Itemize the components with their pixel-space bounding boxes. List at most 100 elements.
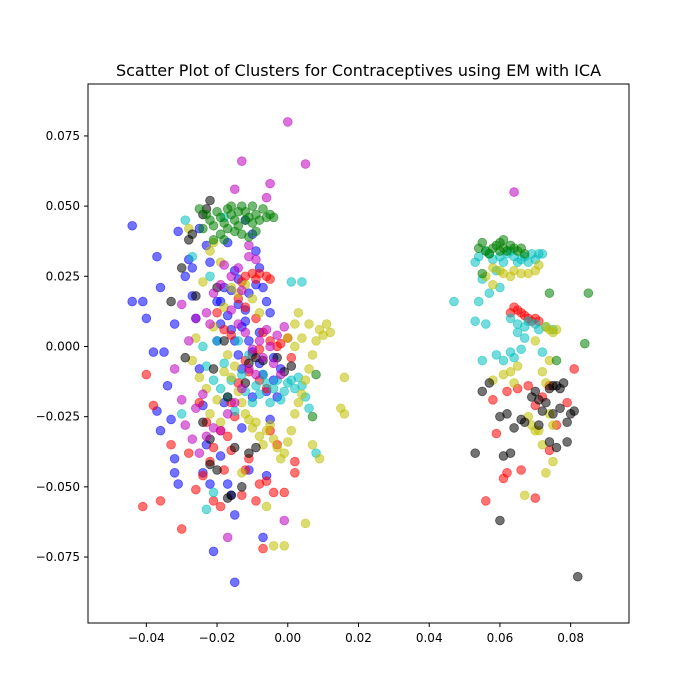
data-point — [195, 373, 204, 382]
data-point — [481, 320, 490, 329]
data-point — [563, 418, 572, 427]
y-axis: −0.075 −0.050 −0.025 0.000 0.025 0.050 0.075 — [36, 129, 88, 564]
data-point — [202, 308, 211, 317]
data-point — [315, 454, 324, 463]
data-point — [266, 421, 275, 430]
data-point — [142, 314, 151, 323]
data-point — [542, 398, 551, 407]
data-point — [163, 381, 172, 390]
data-point — [220, 261, 229, 270]
data-point — [298, 334, 307, 343]
data-point — [153, 252, 162, 261]
data-point — [280, 449, 289, 458]
data-point — [481, 496, 490, 505]
data-point — [255, 308, 264, 317]
data-point — [520, 334, 529, 343]
data-point — [191, 485, 200, 494]
data-point — [128, 221, 137, 230]
data-point — [237, 468, 246, 477]
data-point — [252, 370, 261, 379]
data-point — [290, 457, 299, 466]
data-point — [248, 398, 257, 407]
data-point — [496, 247, 505, 256]
data-point — [269, 359, 278, 368]
data-point — [269, 435, 278, 444]
data-point — [471, 317, 480, 326]
data-point — [188, 252, 197, 261]
data-point — [280, 541, 289, 550]
data-point — [234, 320, 243, 329]
data-point — [266, 342, 275, 351]
data-point — [223, 480, 232, 489]
data-point — [248, 202, 257, 211]
data-point — [290, 342, 299, 351]
data-point — [237, 384, 246, 393]
data-point — [202, 432, 211, 441]
data-point — [220, 235, 229, 244]
data-point — [538, 348, 547, 357]
data-point — [506, 348, 515, 357]
data-point — [142, 370, 151, 379]
data-point — [209, 221, 218, 230]
data-point — [213, 395, 222, 404]
data-point — [199, 390, 208, 399]
x-tick-label: −0.04 — [128, 631, 165, 645]
data-point — [160, 348, 169, 357]
data-point — [156, 283, 165, 292]
data-point — [216, 452, 225, 461]
data-point — [248, 294, 257, 303]
data-point — [227, 491, 236, 500]
data-point — [181, 421, 190, 430]
x-tick-label: 0.04 — [416, 631, 443, 645]
data-point — [478, 269, 487, 278]
data-point — [149, 401, 158, 410]
data-point — [450, 297, 459, 306]
data-point — [287, 426, 296, 435]
data-point — [209, 547, 218, 556]
data-point — [280, 322, 289, 331]
y-tick-label: 0.075 — [46, 129, 80, 143]
data-point — [262, 193, 271, 202]
x-tick-label: 0.08 — [557, 631, 584, 645]
data-point — [326, 328, 335, 337]
data-point — [188, 263, 197, 272]
data-point — [545, 289, 554, 298]
data-point — [181, 216, 190, 225]
data-point — [542, 468, 551, 477]
data-point — [510, 423, 519, 432]
data-point — [499, 356, 508, 365]
data-point — [520, 249, 529, 258]
data-point — [478, 387, 487, 396]
data-point — [227, 306, 236, 315]
data-point — [237, 482, 246, 491]
data-point — [520, 491, 529, 500]
data-point — [230, 185, 239, 194]
data-point — [138, 297, 147, 306]
data-point — [538, 249, 547, 258]
data-point — [223, 409, 232, 418]
data-points — [128, 118, 593, 587]
data-point — [287, 362, 296, 371]
data-point — [216, 384, 225, 393]
data-point — [266, 179, 275, 188]
data-point — [174, 480, 183, 489]
data-point — [283, 334, 292, 343]
data-point — [237, 423, 246, 432]
data-point — [301, 160, 310, 169]
data-point — [234, 336, 243, 345]
data-point — [269, 541, 278, 550]
data-point — [177, 409, 186, 418]
data-point — [209, 376, 218, 385]
data-point — [195, 449, 204, 458]
data-point — [552, 443, 561, 452]
data-point — [488, 395, 497, 404]
y-tick-label: 0.050 — [46, 199, 80, 213]
data-point — [290, 409, 299, 418]
data-point — [237, 491, 246, 500]
data-point — [298, 390, 307, 399]
y-tick-label: −0.050 — [36, 480, 80, 494]
x-axis: −0.04 −0.02 0.00 0.02 0.04 0.06 0.08 — [128, 623, 584, 645]
data-point — [262, 325, 271, 334]
data-point — [223, 351, 232, 360]
data-point — [216, 426, 225, 435]
